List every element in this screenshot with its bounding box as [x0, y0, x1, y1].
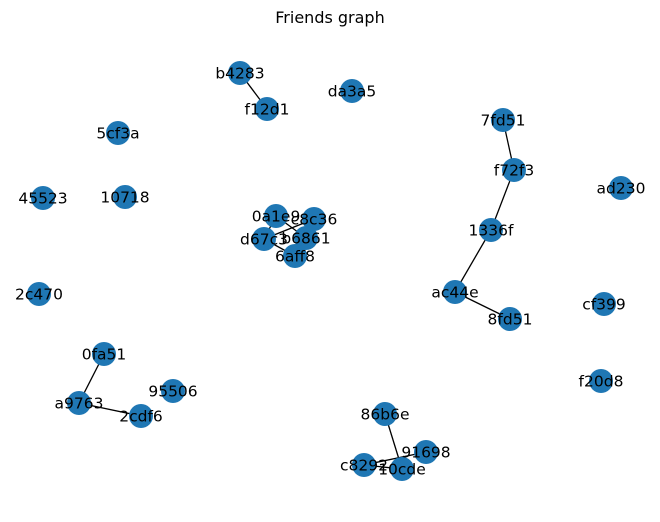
- node-5cf3a: [106, 121, 130, 145]
- node-label-c8c36: c8c36: [291, 211, 338, 229]
- node-f72f3: [502, 158, 526, 182]
- node-label-0a1e9: 0a1e9: [252, 208, 301, 226]
- node-label-f72f3: f72f3: [494, 162, 535, 180]
- node-label-95506: 95506: [148, 383, 197, 401]
- node-10718: [113, 185, 137, 209]
- node-label-10718: 10718: [100, 189, 149, 207]
- node-label-45523: 45523: [18, 190, 67, 208]
- node-2cdf6: [129, 404, 153, 428]
- node-label-6aff8: 6aff8: [275, 248, 315, 266]
- node-ad230: [609, 176, 633, 200]
- node-label-5cf3a: 5cf3a: [96, 125, 139, 143]
- node-label-10cde: 10cde: [378, 461, 426, 479]
- node-8fd51: [498, 307, 522, 331]
- node-label-1336f: 1336f: [469, 222, 514, 240]
- node-label-f20d8: f20d8: [579, 373, 624, 391]
- node-label-b4283: b4283: [215, 65, 264, 83]
- node-label-86b6e: 86b6e: [361, 406, 410, 424]
- node-label-2c470: 2c470: [15, 286, 63, 304]
- node-1336f: [479, 218, 503, 242]
- node-label-c8292: c8292: [340, 457, 388, 475]
- node-7fd51: [491, 108, 515, 132]
- node-cf399: [592, 292, 616, 316]
- node-2c470: [27, 282, 51, 306]
- node-label-ad230: ad230: [597, 180, 646, 198]
- node-label-d67c3: d67c3: [240, 231, 288, 249]
- node-label-0fa51: 0fa51: [82, 346, 127, 364]
- node-label-cf399: cf399: [582, 296, 626, 314]
- node-label-91698: 91698: [401, 444, 450, 462]
- node-6aff8: [283, 244, 307, 268]
- node-layer: [27, 61, 633, 481]
- node-label-a9763: a9763: [55, 395, 104, 413]
- node-b6861: [294, 226, 318, 250]
- node-45523: [31, 186, 55, 210]
- node-0a1e9: [264, 204, 288, 228]
- node-b4283: [228, 61, 252, 85]
- node-91698: [414, 440, 438, 464]
- node-c8292: [352, 453, 376, 477]
- node-label-da3a5: da3a5: [328, 83, 377, 101]
- node-label-f12d1: f12d1: [245, 101, 290, 119]
- node-95506: [161, 379, 185, 403]
- node-f20d8: [589, 369, 613, 393]
- label-layer: b4283 f12d1 da3a5 5cf3a 45523 10718 0a1e9c8c36…: [15, 65, 645, 479]
- node-0fa51: [92, 342, 116, 366]
- node-c8c36: [302, 207, 326, 231]
- node-label-2cdf6: 2cdf6: [119, 408, 163, 426]
- node-label-ac44e: ac44e: [431, 284, 478, 302]
- node-f12d1: [255, 97, 279, 121]
- node-label-7fd51: 7fd51: [481, 112, 526, 130]
- node-a9763: [67, 391, 91, 415]
- graph-title: Friends graph: [275, 8, 384, 27]
- node-86b6e: [373, 402, 397, 426]
- node-label-8fd51: 8fd51: [488, 311, 533, 329]
- node-da3a5: [340, 79, 364, 103]
- node-label-b6861: b6861: [281, 230, 330, 248]
- node-ac44e: [443, 280, 467, 304]
- node-d67c3: [252, 227, 276, 251]
- node-10cde: [390, 457, 414, 481]
